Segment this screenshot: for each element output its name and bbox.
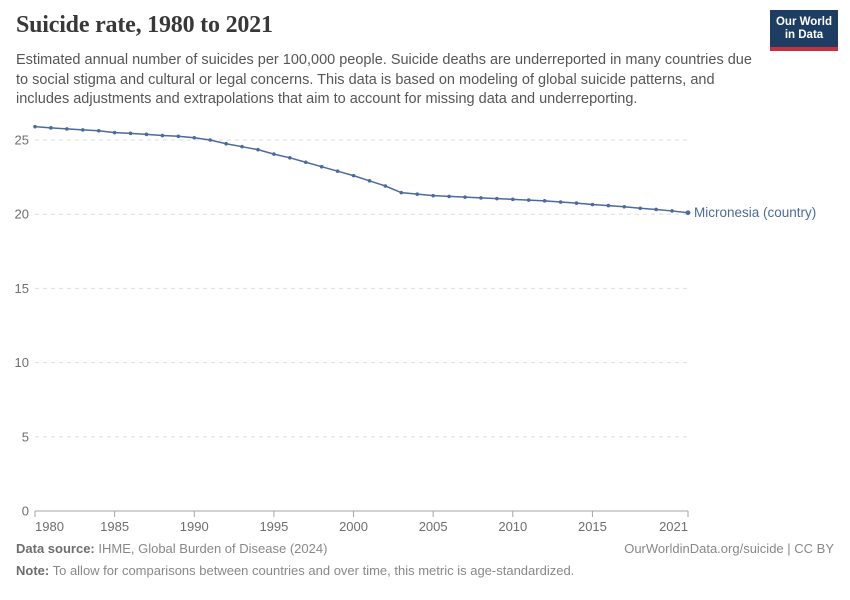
data-source-value: IHME, Global Burden of Disease (2024) xyxy=(94,541,328,556)
data-point xyxy=(112,130,117,135)
footer-note-text: Note: To allow for comparisons between c… xyxy=(16,563,574,578)
data-point xyxy=(526,198,531,202)
x-tick-label: 1985 xyxy=(100,519,129,534)
data-point xyxy=(49,126,53,130)
data-point xyxy=(351,173,356,178)
data-point xyxy=(670,209,674,213)
data-point xyxy=(542,199,547,203)
data-point xyxy=(606,203,611,208)
x-tick-label: 2015 xyxy=(578,519,607,534)
data-point xyxy=(495,196,499,201)
owid-logo-line2: in Data xyxy=(784,28,824,41)
data-point xyxy=(590,202,595,207)
data-point xyxy=(574,201,579,205)
y-tick-label: 25 xyxy=(15,133,29,148)
data-point xyxy=(303,160,308,165)
data-point xyxy=(479,196,483,200)
chart-footer: Data source: IHME, Global Burden of Dise… xyxy=(16,541,834,585)
data-point xyxy=(288,156,292,160)
data-point xyxy=(33,124,37,129)
data-point xyxy=(638,206,643,211)
owid-logo[interactable]: Our World in Data xyxy=(770,10,838,51)
data-point xyxy=(128,131,133,136)
y-tick-label: 10 xyxy=(15,355,29,370)
data-point xyxy=(256,147,260,152)
data-point xyxy=(65,127,69,131)
data-point xyxy=(558,200,563,204)
x-tick-label: 2010 xyxy=(498,519,527,534)
data-point xyxy=(224,141,228,146)
data-point xyxy=(399,190,404,195)
data-source-label: Data source: xyxy=(16,541,95,556)
owid-logo-line1: Our World xyxy=(775,15,832,28)
data-point xyxy=(144,132,149,137)
data-point xyxy=(622,204,627,209)
data-point xyxy=(160,133,165,138)
data-point xyxy=(96,128,101,133)
data-point xyxy=(367,179,372,183)
chart-subtitle: Estimated annual number of suicides per … xyxy=(16,52,752,107)
data-point xyxy=(176,134,181,139)
data-point xyxy=(511,197,515,202)
owid-license-link[interactable]: OurWorldinData.org/suicide | CC BY xyxy=(624,541,834,556)
footer-note-value: To allow for comparisons between countri… xyxy=(49,563,575,578)
x-tick-label: 1995 xyxy=(259,519,288,534)
x-tick-label: 1990 xyxy=(180,519,209,534)
data-source-text: Data source: IHME, Global Burden of Dise… xyxy=(16,541,327,556)
data-point xyxy=(192,135,197,140)
data-point xyxy=(685,210,691,216)
y-tick-label: 0 xyxy=(22,504,29,519)
line-chart-canvas[interactable]: 0 5 10 15 20 25 1980 1985 1990 1995 2000 2005 2010 20… xyxy=(0,110,850,540)
footer-row-source: Data source: IHME, Global Burden of Dise… xyxy=(16,541,834,556)
y-tick-label: 20 xyxy=(15,207,29,222)
data-point xyxy=(335,169,340,173)
data-point xyxy=(383,184,388,188)
data-point xyxy=(447,194,451,199)
x-tick-label: 1980 xyxy=(35,519,64,534)
footer-note-label: Note: xyxy=(16,563,50,578)
data-point xyxy=(415,192,420,196)
data-point xyxy=(208,138,212,142)
data-point xyxy=(431,193,435,198)
page-title: Suicide rate, 1980 to 2021 xyxy=(16,12,273,38)
x-tick-label: 2000 xyxy=(339,519,368,534)
x-tick-label: 2021 xyxy=(659,519,688,534)
y-tick-label: 5 xyxy=(22,429,29,444)
series-end-label[interactable]: Micronesia (country) xyxy=(694,205,816,220)
y-tick-label: 15 xyxy=(15,281,29,296)
data-point xyxy=(80,128,85,132)
chart-line xyxy=(34,125,689,214)
data-point xyxy=(240,144,244,149)
data-point xyxy=(272,152,276,156)
data-point xyxy=(654,207,658,212)
x-tick-label: 2005 xyxy=(419,519,448,534)
data-point xyxy=(463,195,467,199)
data-point xyxy=(319,164,324,169)
footer-row-note: Note: To allow for comparisons between c… xyxy=(16,563,834,578)
